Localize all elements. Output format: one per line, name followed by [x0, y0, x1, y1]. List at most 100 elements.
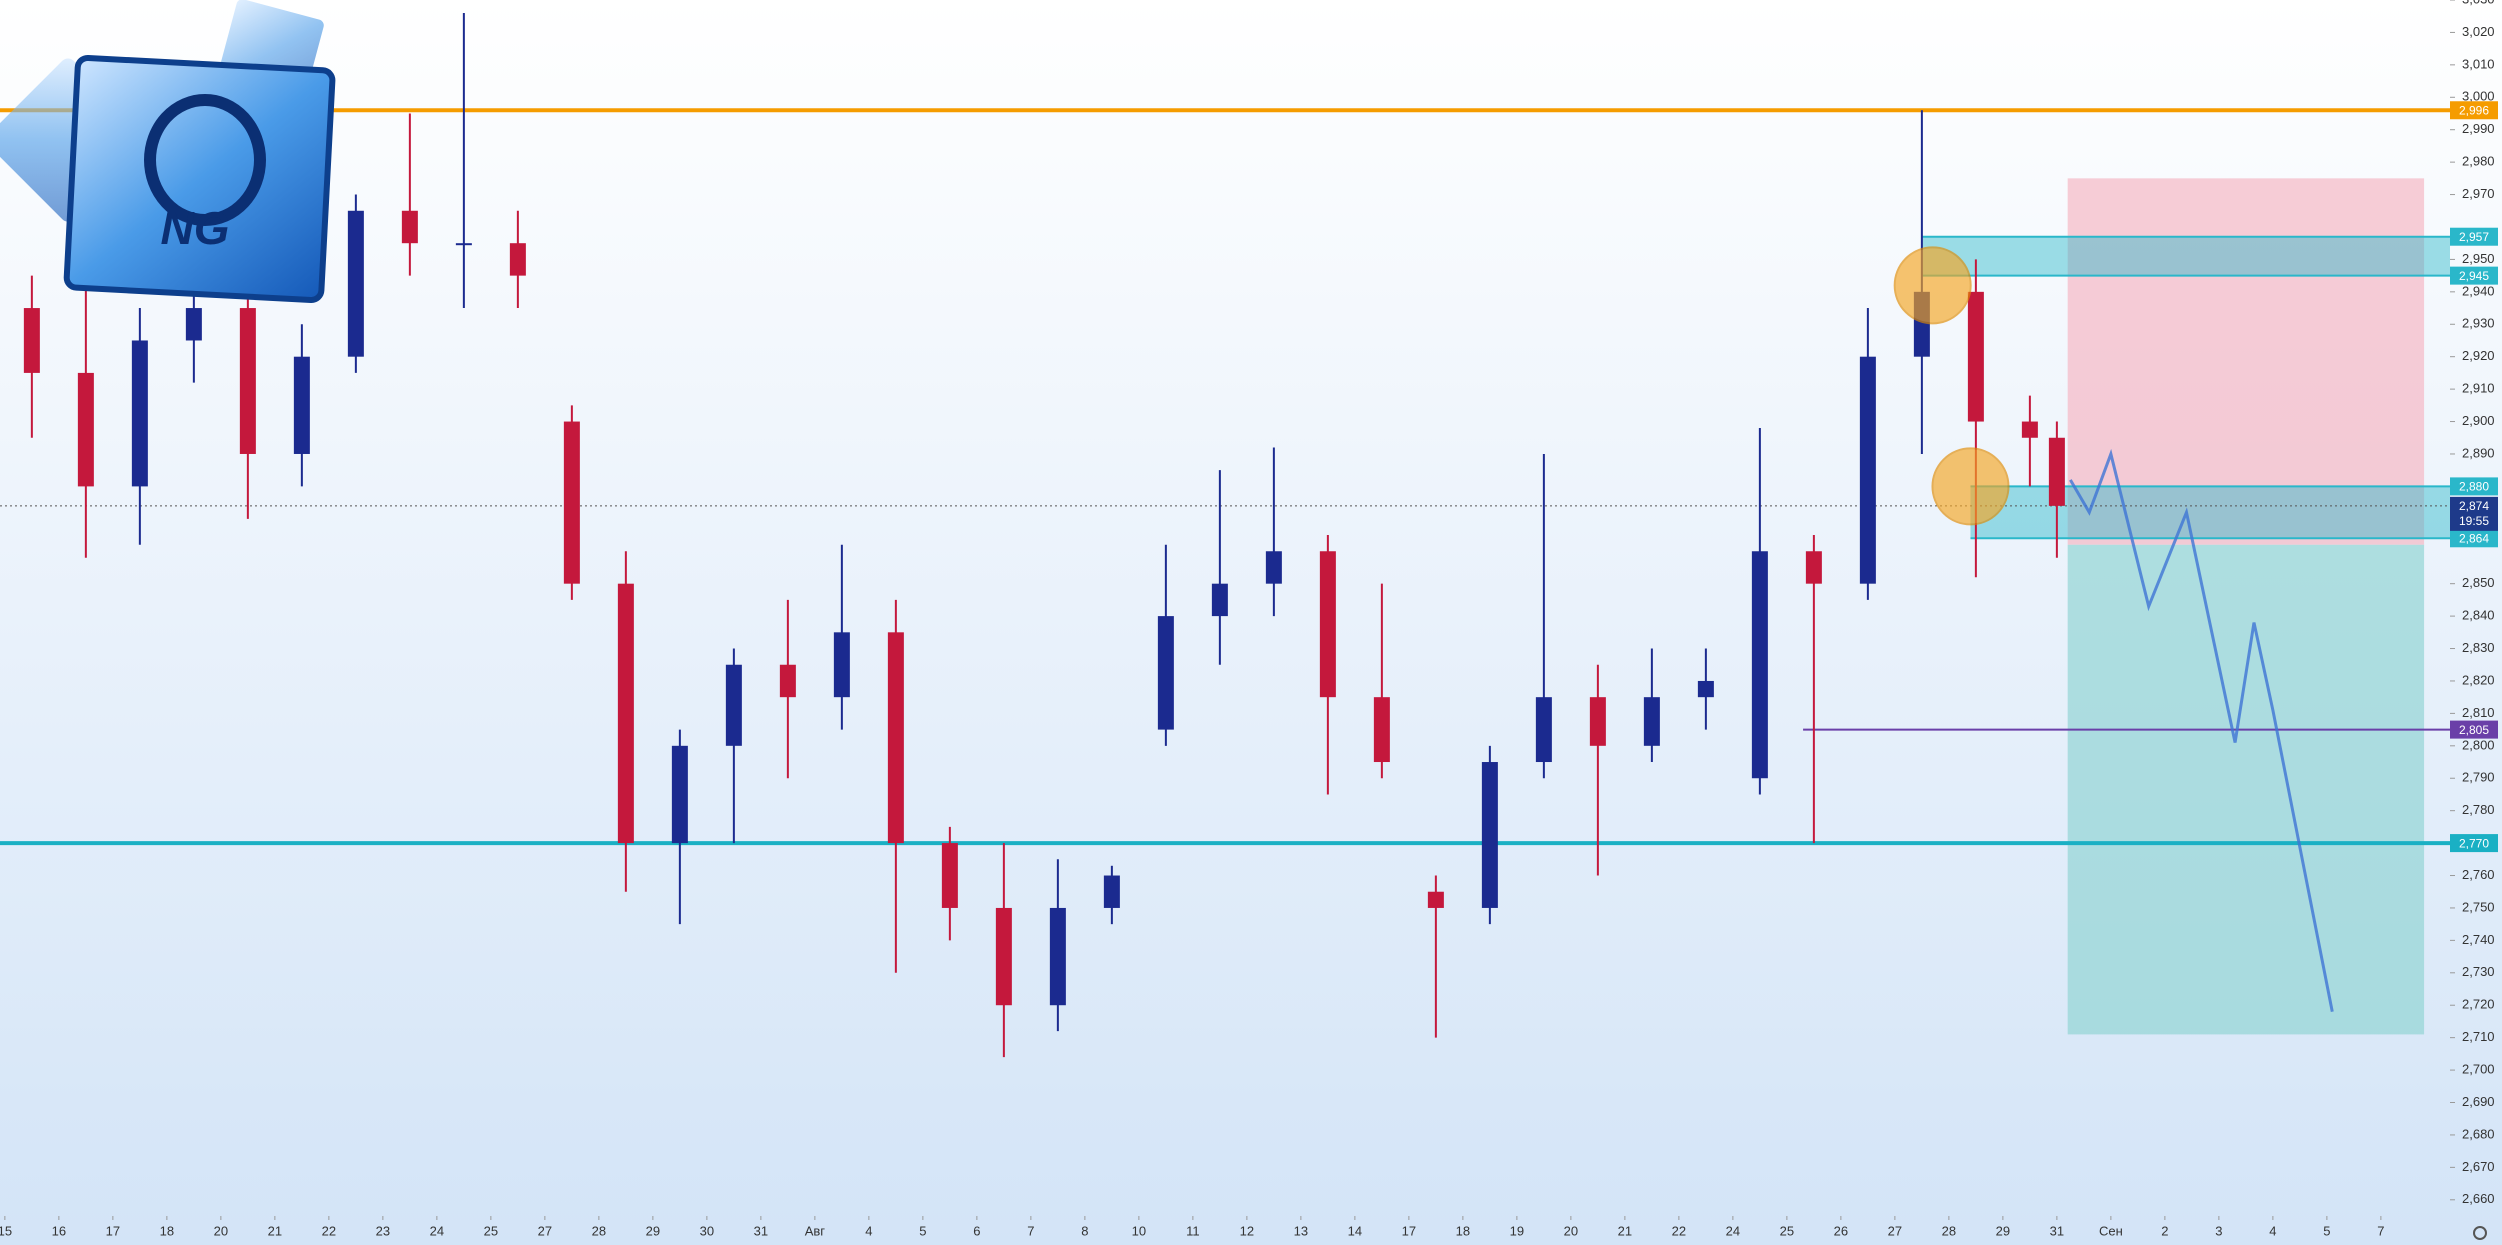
candle-body — [185, 308, 202, 341]
x-tick-label: 27 — [1888, 1223, 1902, 1238]
y-tick-label: 3,020 — [2462, 24, 2495, 39]
zone — [1921, 236, 2450, 276]
logo: NG — [0, 0, 336, 303]
price-tag — [2450, 834, 2498, 853]
x-tick-label: 28 — [592, 1223, 606, 1238]
x-tick-label: 4 — [865, 1223, 872, 1238]
candle-body — [1319, 551, 1336, 698]
price-tag-label: 2,957 — [2459, 230, 2489, 244]
candle-body — [77, 372, 94, 487]
logo-flame — [144, 94, 266, 226]
candle-body — [2048, 437, 2065, 506]
logo-text: NG — [161, 202, 230, 254]
x-tick-label: 20 — [214, 1223, 228, 1238]
x-tick-label: Сен — [2099, 1223, 2123, 1238]
x-tick-label: Авг — [805, 1223, 826, 1238]
price-tag — [2450, 266, 2498, 285]
y-tick-label: 3,010 — [2462, 56, 2495, 71]
x-tick-label: 18 — [160, 1223, 174, 1238]
y-tick-label: 2,890 — [2462, 445, 2495, 460]
candle-body — [887, 632, 904, 844]
y-tick-label: 3,000 — [2462, 89, 2495, 104]
zone — [1970, 486, 2450, 539]
projection-line — [2069, 448, 2334, 1013]
y-tick-label: 2,930 — [2462, 316, 2495, 331]
candle-body — [509, 243, 526, 276]
x-tick-label: 11 — [1186, 1223, 1200, 1238]
x-tick-label: 24 — [430, 1223, 444, 1238]
y-tick-label: 2,840 — [2462, 608, 2495, 623]
y-tick-label: 2,760 — [2462, 867, 2495, 882]
y-tick-label: 2,980 — [2462, 154, 2495, 169]
price-tag-label: 2,770 — [2459, 836, 2489, 850]
y-tick-label: 2,710 — [2462, 1029, 2495, 1044]
y-tick-label: 2,680 — [2462, 1126, 2495, 1141]
y-tick-label: 2,780 — [2462, 802, 2495, 817]
x-tick-label: 31 — [2050, 1223, 2064, 1238]
candle-body — [1751, 551, 1768, 779]
candle-body — [2021, 421, 2038, 438]
price-tag — [2450, 101, 2498, 120]
x-tick-label: 5 — [919, 1223, 926, 1238]
x-tick-label: 25 — [484, 1223, 498, 1238]
y-tick-label: 2,730 — [2462, 964, 2495, 979]
x-tick-label: 24 — [1726, 1223, 1740, 1238]
y-tick-label: 2,800 — [2462, 737, 2495, 752]
x-tick-label: 18 — [1456, 1223, 1470, 1238]
y-tick-label: 2,740 — [2462, 932, 2495, 947]
y-tick-label: 2,750 — [2462, 899, 2495, 914]
candle-body — [1211, 583, 1228, 617]
marker — [1931, 447, 2010, 526]
plot-area — [0, 12, 2450, 1058]
candle-body — [1427, 891, 1444, 908]
x-tick-label: 14 — [1348, 1223, 1362, 1238]
y-tick-label: 2,820 — [2462, 672, 2495, 687]
candle-body — [1643, 697, 1660, 746]
settings-icon[interactable] — [2473, 1226, 2487, 1240]
x-tick-label: 16 — [52, 1223, 66, 1238]
x-tick-label: 26 — [1834, 1223, 1848, 1238]
price-tag-label: 2,996 — [2459, 103, 2489, 117]
y-tick-label: 2,850 — [2462, 575, 2495, 590]
candle-body — [563, 421, 580, 584]
x-tick-label: 22 — [322, 1223, 336, 1238]
x-tick-label: 2 — [2161, 1223, 2168, 1238]
x-tick-label: 27 — [538, 1223, 552, 1238]
x-tick-label: 10 — [1132, 1223, 1146, 1238]
x-tick-label: 5 — [2323, 1223, 2330, 1238]
candle-body — [239, 308, 256, 454]
y-tick-label: 2,990 — [2462, 121, 2495, 136]
y-tick-label: 2,690 — [2462, 1094, 2495, 1109]
candle-body — [1481, 762, 1498, 908]
y-tick-label: 2,720 — [2462, 997, 2495, 1012]
x-tick-label: 25 — [1780, 1223, 1794, 1238]
y-tick-label: 3,030 — [2462, 0, 2495, 6]
x-tick-label: 31 — [754, 1223, 768, 1238]
current-price-tag — [2450, 496, 2498, 531]
x-tick-label: 21 — [1618, 1223, 1632, 1238]
candle-body — [1103, 875, 1120, 908]
candle-body — [671, 745, 688, 844]
candle-body — [1049, 907, 1066, 1006]
y-tick-label: 2,790 — [2462, 770, 2495, 785]
x-tick-label: 19 — [1510, 1223, 1524, 1238]
y-tick-label: 2,670 — [2462, 1159, 2495, 1174]
x-tick-label: 4 — [2269, 1223, 2276, 1238]
x-tick-label: 29 — [646, 1223, 660, 1238]
price-tag-label: 2,805 — [2459, 723, 2489, 737]
candle-body — [293, 356, 310, 454]
y-tick-label: 2,660 — [2462, 1191, 2495, 1206]
candle-body — [401, 210, 418, 244]
x-tick-label: 28 — [1942, 1223, 1956, 1238]
current-price-label: 2,874 — [2459, 499, 2489, 513]
price-tag — [2450, 227, 2498, 246]
price-tag — [2450, 477, 2498, 496]
stop-area — [2067, 178, 2425, 545]
marker — [1893, 246, 1972, 325]
candle-body — [725, 664, 742, 746]
candle-body — [1805, 551, 1822, 584]
price-tag — [2450, 720, 2498, 739]
x-tick-label: 17 — [106, 1223, 120, 1238]
